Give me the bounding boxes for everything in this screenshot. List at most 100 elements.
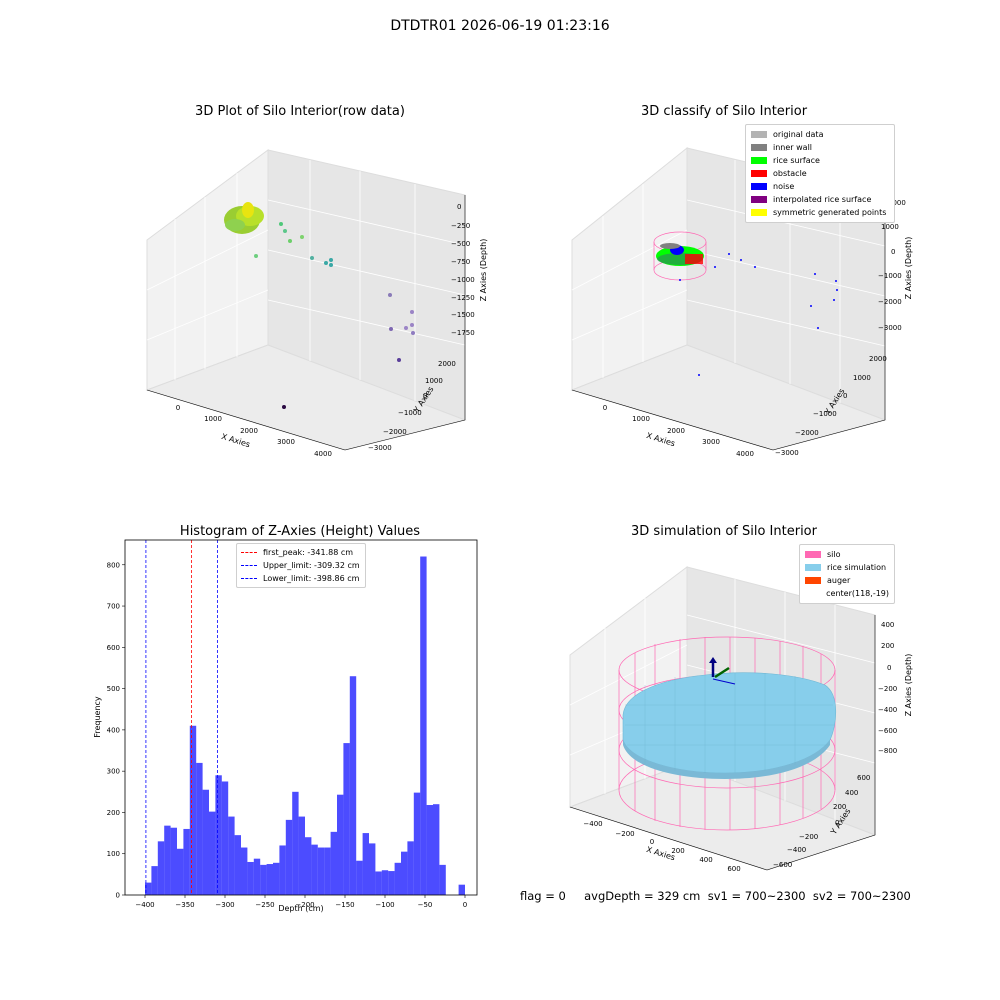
simulation-ztick: −600 (878, 727, 897, 735)
figure-title: DTDTR01 2026-06-19 01:23:16 (390, 18, 610, 34)
histogram-y-axis-label: Frequency (93, 696, 102, 738)
legend-swatch (751, 183, 767, 190)
raw-ztick: 0 (457, 203, 461, 211)
simulation-xtick: 600 (727, 865, 740, 873)
histogram-bar (145, 882, 152, 895)
histogram-bar (330, 831, 337, 895)
raw-ytick: 1000 (425, 377, 443, 385)
legend-item: center(118,-19) (805, 587, 889, 600)
raw-ytick: −2000 (383, 428, 407, 436)
legend-item: obstacle (751, 167, 889, 180)
y-tick-label: 0 (116, 892, 120, 900)
legend-item: noise (751, 180, 889, 193)
legend-swatch (805, 564, 821, 571)
raw-xtick: 4000 (314, 450, 332, 458)
legend-label: noise (773, 182, 795, 191)
simulation-ztick: 200 (881, 642, 894, 650)
y-tick-label: 400 (107, 726, 120, 734)
simulation-legend: silo rice simulation auger center(118,-1… (799, 544, 895, 604)
simulation-xtick: 400 (699, 856, 712, 864)
classify-xtick: 2000 (667, 427, 685, 435)
legend-label: original data (773, 130, 824, 139)
classify-ztick: −1000 (878, 272, 902, 280)
y-tick-label: 500 (107, 685, 120, 693)
legend-line (241, 552, 257, 553)
simulation-ytick: −200 (799, 833, 818, 841)
legend-label: Lower_limit: -398.86 cm (263, 574, 360, 583)
legend-swatch (751, 196, 767, 203)
simulation-xtick: 0 (650, 838, 654, 846)
simulation-xtick: 200 (671, 847, 684, 855)
legend-item: Upper_limit: -309.32 cm (241, 559, 361, 572)
histogram-bar (439, 864, 446, 895)
legend-line (241, 578, 257, 579)
simulation-z-axis-label: Z Axies (Depth) (904, 654, 913, 717)
legend-item: inner wall (751, 141, 889, 154)
histogram-bar (241, 847, 248, 895)
classify-ztick: 2000 (888, 199, 906, 207)
y-tick-label: 800 (107, 561, 120, 569)
histogram-bar (292, 791, 299, 895)
histogram-bar (413, 792, 421, 895)
classify-legend: original data inner wall rice surface ob… (745, 124, 895, 223)
histogram-bar (196, 762, 203, 895)
simulation-ytick: −400 (787, 846, 806, 854)
histogram-legend: first_peak: -341.88 cm Upper_limit: -309… (236, 543, 366, 588)
legend-item: interpolated rice surface (751, 193, 889, 206)
histogram-bar (362, 833, 369, 895)
raw-ztick: −1750 (451, 329, 475, 337)
histogram-bar (324, 847, 331, 895)
simulation-ztick: −400 (878, 706, 897, 714)
legend-item: silo (805, 548, 889, 561)
histogram-bar (253, 858, 261, 895)
histogram-bar (170, 827, 177, 895)
legend-swatch (805, 551, 821, 558)
histogram-bar (209, 811, 216, 895)
histogram-bar (420, 556, 427, 895)
histogram-bar (260, 864, 267, 895)
histogram-bar (337, 794, 344, 895)
y-tick-label: 700 (107, 603, 120, 611)
classify-plot-title: 3D classify of Silo Interior (640, 104, 808, 119)
raw-point-cloud (224, 202, 415, 409)
raw-ytick: −3000 (368, 444, 392, 452)
classify-ztick: −2000 (878, 298, 902, 306)
raw-z-axis-label: Z Axies (Depth) (479, 239, 488, 302)
legend-label: silo (827, 550, 841, 559)
classify-ztick: −3000 (878, 324, 902, 332)
histogram-bar (247, 861, 254, 895)
x-tick-label: −400 (135, 901, 154, 909)
x-tick-label: 0 (463, 901, 467, 909)
legend-label: rice simulation (827, 563, 887, 572)
histogram-bar (305, 837, 312, 895)
raw-plot-title: 3D Plot of Silo Interior(row data) (195, 104, 405, 119)
y-tick-label: 600 (107, 644, 120, 652)
histogram-bar (356, 860, 363, 895)
histogram-title: Histogram of Z-Axies (Height) Values (179, 524, 421, 539)
histogram-bar (279, 845, 286, 895)
x-tick-label: −300 (215, 901, 234, 909)
simulation-ztick: −800 (878, 747, 897, 755)
histogram-bar (388, 871, 395, 895)
histogram-bar (401, 851, 408, 895)
classify-xtick: 4000 (736, 450, 754, 458)
status-line: flag = 0 avgDepth = 329 cm sv1 = 700~230… (520, 889, 911, 903)
legend-label: auger (827, 576, 851, 585)
simulation-xtick: −400 (583, 820, 602, 828)
legend-swatch (751, 144, 767, 151)
x-tick-label: −50 (418, 901, 433, 909)
histogram-bar (183, 828, 190, 895)
legend-swatch (805, 577, 821, 584)
x-tick-label: −100 (375, 901, 394, 909)
legend-swatch (751, 170, 767, 177)
classify-ztick: 0 (891, 248, 895, 256)
legend-label: center(118,-19) (826, 589, 889, 598)
raw-ztick: −250 (451, 222, 470, 230)
y-tick-label: 100 (107, 850, 120, 858)
legend-swatch (751, 209, 767, 216)
raw-ztick: −1250 (451, 294, 475, 302)
histogram-bar (426, 805, 433, 895)
legend-item: rice simulation (805, 561, 889, 574)
histogram-bar (433, 804, 440, 895)
histogram-bar (228, 816, 235, 895)
